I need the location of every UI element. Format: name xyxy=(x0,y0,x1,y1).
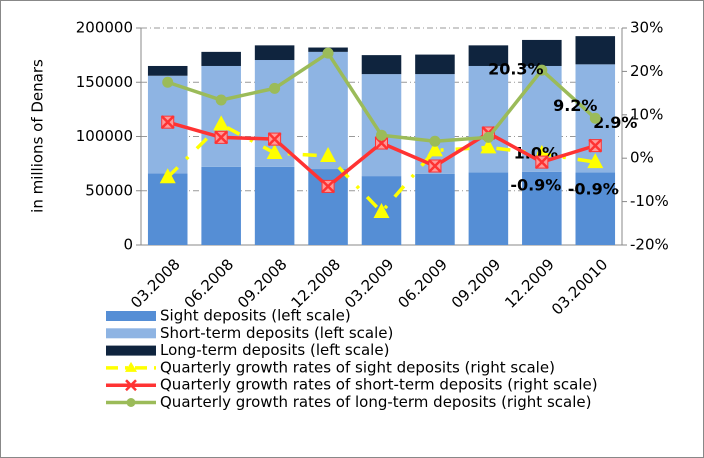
y2-tick-label: -10% xyxy=(630,192,669,210)
marker xyxy=(162,76,174,88)
y-tick-label: 200000 xyxy=(76,19,133,37)
y-tick-label: 150000 xyxy=(76,73,133,91)
marker-x xyxy=(214,130,229,145)
legend-label: Quarterly growth rates of short-term dep… xyxy=(160,376,598,394)
marker xyxy=(214,130,229,145)
marker-x xyxy=(534,155,549,169)
legend-marker xyxy=(126,398,136,407)
y2-tick-label: -20% xyxy=(630,236,669,254)
legend-marker xyxy=(125,361,137,372)
marker xyxy=(215,94,227,106)
marker-x xyxy=(374,136,389,150)
marker-x xyxy=(588,138,603,153)
legend-swatch xyxy=(106,328,156,339)
legend-label: Quarterly growth rates of long-term depo… xyxy=(160,393,591,411)
marker xyxy=(534,155,549,169)
bar xyxy=(522,39,562,66)
legend-label: Short-term deposits (left scale) xyxy=(160,324,393,342)
marker-x xyxy=(428,159,442,173)
bar xyxy=(361,74,402,177)
legend-marker-shape xyxy=(125,361,137,372)
marker xyxy=(267,132,282,146)
y2-tick-label: 30% xyxy=(630,19,663,37)
bar xyxy=(254,166,295,245)
bar xyxy=(415,173,455,245)
marker xyxy=(588,138,603,153)
y-tick-label: 100000 xyxy=(76,127,133,145)
data-label: 9.2% xyxy=(553,96,597,115)
bar xyxy=(575,36,616,65)
marker xyxy=(373,203,390,219)
marker xyxy=(536,64,548,76)
marker-x xyxy=(160,115,175,130)
marker xyxy=(213,115,230,131)
marker xyxy=(587,153,604,169)
bar xyxy=(201,166,241,245)
y-tick-label: 0 xyxy=(123,236,133,254)
bar xyxy=(468,172,509,245)
bar xyxy=(522,171,562,245)
marker xyxy=(374,136,389,150)
legend-marker xyxy=(125,379,137,392)
marker xyxy=(320,147,337,163)
y2-tick-label: 10% xyxy=(630,105,663,123)
bar xyxy=(468,45,509,66)
legend-label: Sight deposits (left scale) xyxy=(160,307,351,325)
marker xyxy=(322,47,334,59)
marker xyxy=(159,168,176,184)
y-axis-label: in millions of Denars xyxy=(29,59,47,213)
marker xyxy=(482,131,494,143)
marker xyxy=(266,143,283,159)
bar xyxy=(254,45,295,61)
marker xyxy=(160,115,175,130)
data-label: -0.9% xyxy=(568,180,619,199)
data-label: -0.9% xyxy=(510,176,561,195)
marker-x xyxy=(267,132,282,146)
bar xyxy=(147,173,188,245)
marker xyxy=(426,141,443,157)
legend-label: Quarterly growth rates of sight deposits… xyxy=(160,358,555,376)
y-tick-label: 50000 xyxy=(85,181,133,199)
bar xyxy=(147,65,188,76)
marker xyxy=(376,129,387,141)
legend-swatch xyxy=(106,345,156,356)
bar xyxy=(361,55,402,75)
y2-tick-label: 20% xyxy=(630,62,663,80)
legend-label: Long-term deposits (left scale) xyxy=(160,341,389,359)
marker xyxy=(429,135,441,147)
y2-tick-label: 0% xyxy=(630,149,654,167)
bar xyxy=(575,172,616,245)
legend-swatch xyxy=(106,311,156,321)
marker-x xyxy=(321,179,335,194)
data-label: 20.3% xyxy=(488,60,544,79)
bar xyxy=(415,54,455,75)
legend-marker-shape xyxy=(125,379,137,392)
bar xyxy=(201,51,241,66)
data-label: 2.9% xyxy=(593,113,637,132)
legend-marker-shape xyxy=(126,398,136,407)
marker xyxy=(589,112,601,124)
marker xyxy=(428,159,442,173)
marker xyxy=(269,82,281,94)
marker xyxy=(480,138,497,154)
marker xyxy=(321,179,335,194)
